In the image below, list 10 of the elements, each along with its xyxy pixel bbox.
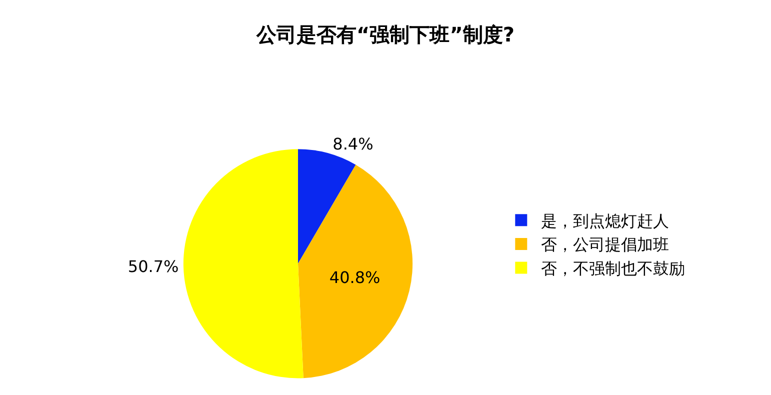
data-label: 50.7% <box>128 256 179 276</box>
data-label: 8.4% <box>332 134 374 154</box>
legend-label: 是，到点熄灯赶人 <box>541 211 670 230</box>
legend-label: 否，公司提倡加班 <box>541 235 670 254</box>
pie-slice <box>298 149 356 264</box>
legend-label: 否，不强制也不鼓励 <box>541 258 686 278</box>
data-label: 40.8% <box>329 268 380 288</box>
chart-title: 公司是否有“强制下班”制度? <box>256 22 514 47</box>
pie-slice <box>298 164 413 378</box>
pie-slice <box>184 149 304 378</box>
